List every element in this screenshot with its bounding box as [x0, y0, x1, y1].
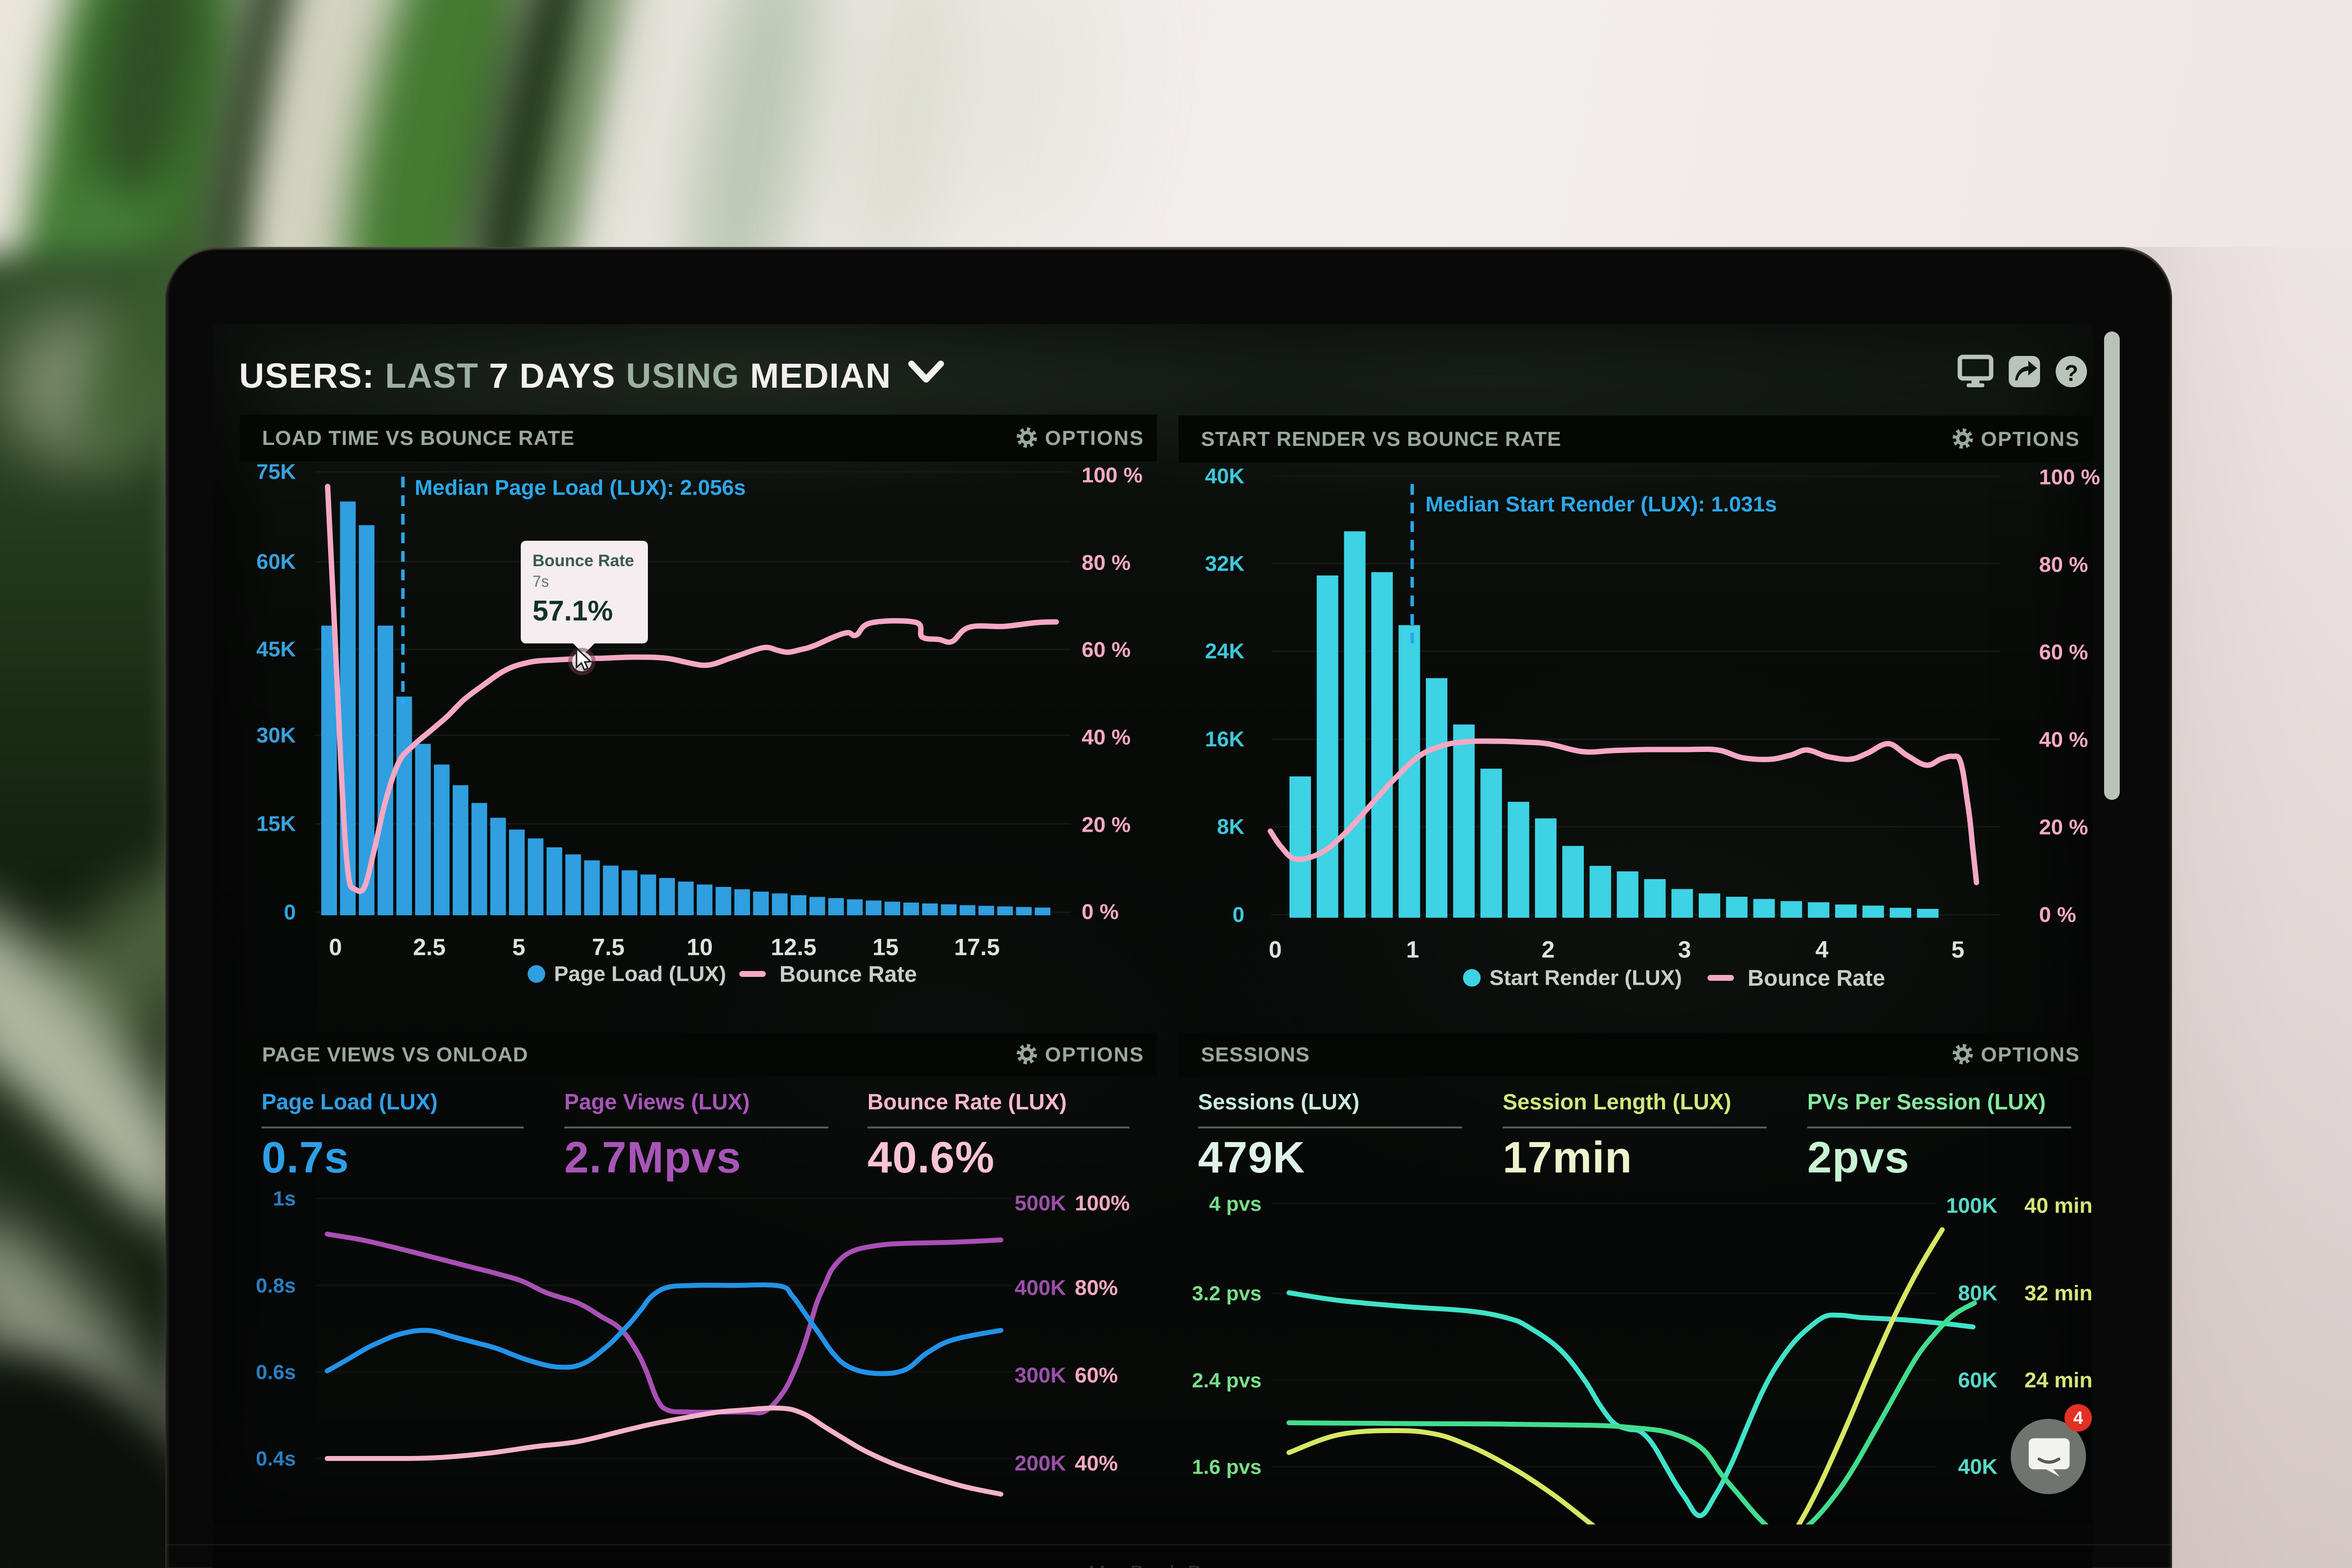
- svg-text:Bounce Rate: Bounce Rate: [779, 961, 917, 987]
- svg-text:5: 5: [1952, 937, 1965, 963]
- svg-text:20 %: 20 %: [2039, 816, 2088, 839]
- svg-text:80 %: 80 %: [2039, 553, 2088, 577]
- svg-text:40K: 40K: [1205, 464, 1244, 488]
- svg-text:60 %: 60 %: [1082, 638, 1131, 662]
- svg-text:15K: 15K: [256, 812, 296, 836]
- svg-text:Start Render (LUX): Start Render (LUX): [1489, 966, 1682, 990]
- svg-text:200K: 200K: [1015, 1452, 1066, 1476]
- svg-text:10: 10: [687, 935, 712, 961]
- svg-text:80%: 80%: [1075, 1276, 1118, 1300]
- svg-text:7.5: 7.5: [592, 935, 625, 961]
- svg-text:4 pvs: 4 pvs: [1209, 1193, 1262, 1215]
- svg-text:1.6 pvs: 1.6 pvs: [1192, 1456, 1262, 1479]
- svg-text:32K: 32K: [1205, 552, 1244, 576]
- svg-text:Median Start Render (LUX): 1.0: Median Start Render (LUX): 1.031s: [1425, 492, 1777, 516]
- svg-text:30K: 30K: [256, 724, 296, 748]
- svg-text:40 min: 40 min: [2024, 1194, 2092, 1218]
- svg-text:0.6s: 0.6s: [256, 1361, 296, 1384]
- svg-text:60K: 60K: [1958, 1369, 1997, 1392]
- svg-text:300K: 300K: [1015, 1364, 1066, 1388]
- svg-text:8K: 8K: [1217, 815, 1244, 839]
- svg-text:0: 0: [329, 935, 342, 961]
- svg-text:40 %: 40 %: [1082, 726, 1131, 750]
- svg-text:Median Page Load (LUX): 2.056s: Median Page Load (LUX): 2.056s: [415, 476, 746, 500]
- svg-text:80K: 80K: [1958, 1281, 1997, 1305]
- svg-text:?: ?: [2064, 360, 2078, 386]
- svg-text:60 %: 60 %: [2039, 640, 2088, 664]
- svg-text:60K: 60K: [256, 550, 296, 574]
- svg-text:1: 1: [1406, 937, 1420, 963]
- svg-text:15: 15: [872, 935, 898, 961]
- svg-text:2.5: 2.5: [413, 935, 446, 961]
- svg-text:32 min: 32 min: [2024, 1281, 2092, 1305]
- svg-text:0 %: 0 %: [1082, 900, 1119, 924]
- svg-text:75K: 75K: [256, 462, 296, 484]
- svg-text:100K: 100K: [1946, 1194, 1997, 1218]
- svg-text:1s: 1s: [273, 1187, 296, 1210]
- svg-text:0: 0: [1269, 937, 1282, 963]
- svg-text:80 %: 80 %: [1082, 551, 1131, 575]
- svg-text:40 %: 40 %: [2039, 728, 2088, 752]
- svg-text:45K: 45K: [256, 638, 296, 662]
- svg-text:40%: 40%: [1075, 1452, 1118, 1476]
- svg-text:0 %: 0 %: [2039, 903, 2076, 927]
- svg-text:40K: 40K: [1958, 1455, 1997, 1479]
- svg-text:4: 4: [1816, 937, 1829, 963]
- svg-text:5: 5: [512, 935, 526, 961]
- svg-text:2.4 pvs: 2.4 pvs: [1192, 1369, 1262, 1392]
- svg-text:500K: 500K: [1015, 1192, 1066, 1215]
- svg-text:400K: 400K: [1015, 1276, 1066, 1300]
- svg-text:12.5: 12.5: [771, 935, 816, 961]
- svg-text:24 min: 24 min: [2024, 1369, 2092, 1392]
- svg-text:Page Load (LUX): Page Load (LUX): [554, 962, 726, 986]
- svg-text:0.8s: 0.8s: [256, 1274, 296, 1297]
- svg-text:0: 0: [284, 901, 296, 925]
- svg-text:0: 0: [1233, 903, 1244, 927]
- svg-text:16K: 16K: [1205, 728, 1244, 751]
- svg-text:3: 3: [1678, 937, 1691, 963]
- svg-text:24K: 24K: [1205, 640, 1244, 663]
- svg-text:Bounce Rate: Bounce Rate: [1748, 965, 1885, 991]
- svg-text:2: 2: [1542, 937, 1555, 963]
- svg-text:100%: 100%: [1075, 1192, 1130, 1215]
- svg-text:17.5: 17.5: [954, 935, 999, 961]
- svg-text:20 %: 20 %: [1082, 813, 1131, 837]
- svg-text:100 %: 100 %: [2039, 465, 2100, 489]
- svg-text:60%: 60%: [1075, 1364, 1118, 1388]
- svg-text:3.2 pvs: 3.2 pvs: [1192, 1282, 1262, 1305]
- svg-text:0.4s: 0.4s: [256, 1447, 296, 1470]
- svg-text:100 %: 100 %: [1082, 464, 1143, 487]
